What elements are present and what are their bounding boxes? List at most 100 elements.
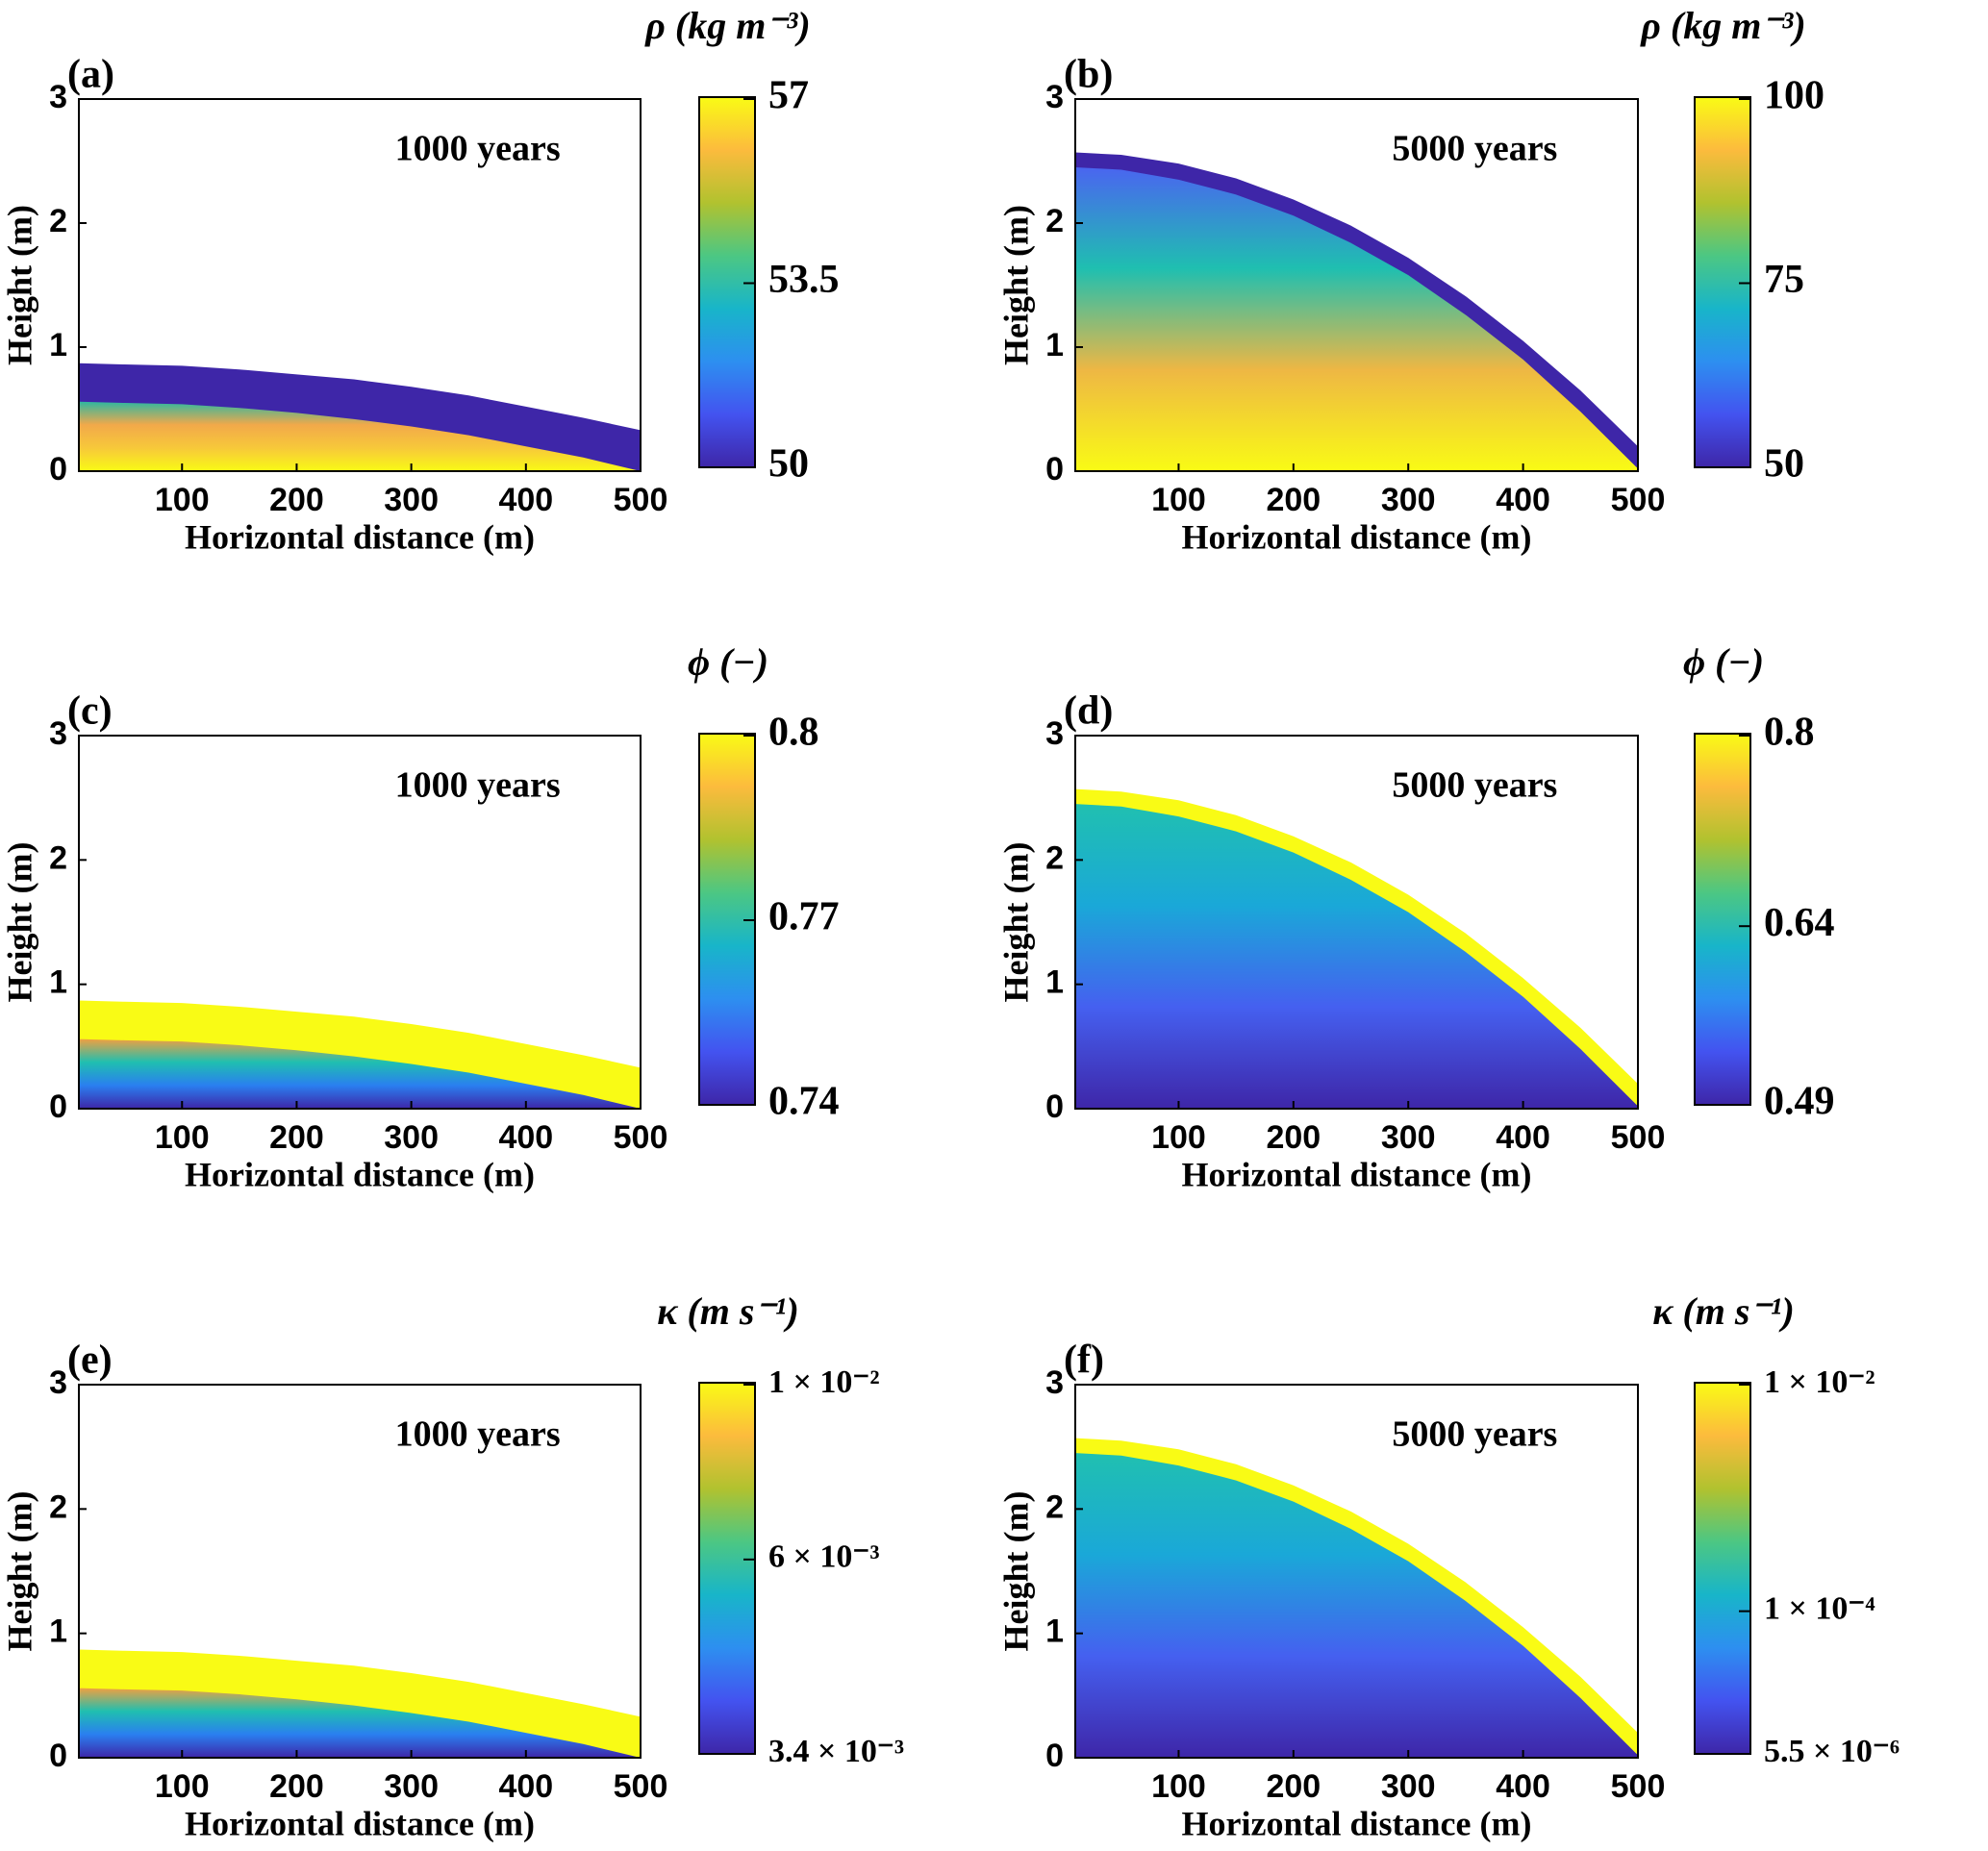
y-tick-label: 1 <box>49 964 67 1001</box>
y-tick-label: 2 <box>1045 1488 1064 1525</box>
colorbar-title: κ (m s⁻¹) <box>1652 1289 1795 1333</box>
x-tick-label: 500 <box>614 482 668 518</box>
x-tick-label: 400 <box>1496 482 1550 518</box>
y-axis-label: Height (m) <box>0 205 38 365</box>
y-tick-label: 1 <box>1045 327 1064 363</box>
colorbar-tick-label: 1 × 10⁻² <box>1764 1364 1875 1400</box>
y-tick-label: 1 <box>49 1613 67 1650</box>
plot-frame <box>78 735 642 1110</box>
panel-label: (b) <box>1064 53 1113 97</box>
y-tick-label: 3 <box>49 1364 67 1401</box>
x-tick-label: 200 <box>269 1768 324 1805</box>
y-tick-label: 2 <box>49 203 67 239</box>
y-axis-label: Height (m) <box>996 842 1035 1003</box>
panel-label: (f) <box>1064 1338 1104 1383</box>
colorbar-tick-label: 0.77 <box>768 895 840 939</box>
layer-area <box>79 1688 641 1758</box>
colorbar-tick-label: 53.5 <box>768 258 840 302</box>
y-tick-label: 0 <box>49 1738 67 1774</box>
x-tick-label: 400 <box>498 1768 553 1805</box>
x-tick-label: 300 <box>1381 1768 1436 1805</box>
y-tick-label: 2 <box>1045 203 1064 239</box>
x-tick-label: 100 <box>1151 482 1206 518</box>
y-tick-label: 0 <box>1045 451 1064 488</box>
colorbar-tick-label: 0.8 <box>768 711 819 755</box>
colorbar-tick-label: 75 <box>1764 258 1804 302</box>
y-tick-label: 1 <box>49 327 67 363</box>
x-tick-label: 200 <box>269 1119 324 1156</box>
y-axis-label: Height (m) <box>996 205 1035 365</box>
x-tick-label: 300 <box>384 1119 439 1156</box>
x-axis-label: Horizontal distance (m) <box>1182 517 1532 556</box>
plot-frame <box>78 1384 642 1759</box>
colorbar <box>1694 733 1751 1106</box>
x-tick-label: 200 <box>1266 482 1321 518</box>
panel-label: (c) <box>67 689 113 734</box>
y-tick-label: 3 <box>1045 79 1064 115</box>
y-tick-label: 0 <box>1045 1738 1064 1774</box>
x-tick-label: 100 <box>155 1119 210 1156</box>
colorbar-tick-label: 0.74 <box>768 1080 840 1124</box>
y-tick-label: 3 <box>1045 715 1064 752</box>
layer-area <box>79 1038 641 1109</box>
colorbar-title: ϕ (−) <box>688 640 768 684</box>
x-axis-label: Horizontal distance (m) <box>1182 1804 1532 1842</box>
x-tick-label: 500 <box>614 1768 668 1805</box>
y-tick-label: 1 <box>1045 964 1064 1001</box>
x-axis-label: Horizontal distance (m) <box>185 517 535 556</box>
colorbar-title: ρ (kg m⁻³) <box>1640 4 1805 47</box>
y-tick-label: 2 <box>1045 839 1064 876</box>
colorbar-tick-label: 0.64 <box>1764 901 1835 945</box>
colorbar-tick-label: 1 × 10⁻² <box>768 1364 880 1400</box>
y-tick-label: 1 <box>1045 1613 1064 1650</box>
panel-label: (e) <box>67 1338 113 1383</box>
layer-area <box>1075 166 1638 471</box>
y-tick-label: 0 <box>49 1088 67 1125</box>
y-tick-label: 3 <box>1045 1364 1064 1401</box>
y-tick-label: 3 <box>49 79 67 115</box>
colorbar-tick-label: 50 <box>768 442 809 487</box>
annotation: 1000 years <box>395 129 561 169</box>
x-tick-label: 500 <box>1611 1768 1666 1805</box>
x-tick-label: 500 <box>1611 1119 1666 1156</box>
x-tick-label: 400 <box>1496 1119 1550 1156</box>
layer-area <box>79 401 641 471</box>
colorbar-tick-label: 5.5 × 10⁻⁶ <box>1764 1734 1900 1769</box>
colorbar-title: ρ (kg m⁻³) <box>644 4 810 47</box>
x-tick-label: 300 <box>1381 482 1436 518</box>
annotation: 5000 years <box>1392 129 1557 169</box>
annotation: 1000 years <box>395 1414 561 1455</box>
x-tick-label: 100 <box>155 482 210 518</box>
plot-frame <box>1074 98 1639 472</box>
plot-frame <box>1074 735 1639 1110</box>
y-axis-label: Height (m) <box>0 1491 38 1652</box>
x-tick-label: 100 <box>1151 1119 1206 1156</box>
colorbar-title: ϕ (−) <box>1683 640 1764 684</box>
colorbar-tick-label: 0.8 <box>1764 711 1815 755</box>
colorbar-tick-label: 57 <box>768 74 809 118</box>
colorbar-tick-label: 1 × 10⁻⁴ <box>1764 1590 1875 1626</box>
colorbar-title: κ (m s⁻¹) <box>657 1289 799 1333</box>
layer-area <box>1075 1453 1638 1758</box>
y-tick-label: 2 <box>49 1488 67 1525</box>
y-tick-label: 3 <box>49 715 67 752</box>
colorbar-tick-label: 6 × 10⁻³ <box>768 1539 880 1575</box>
x-tick-label: 500 <box>1611 482 1666 518</box>
x-tick-label: 300 <box>1381 1119 1436 1156</box>
y-tick-label: 0 <box>49 451 67 488</box>
x-axis-label: Horizontal distance (m) <box>1182 1155 1532 1193</box>
x-tick-label: 200 <box>1266 1768 1321 1805</box>
x-axis-label: Horizontal distance (m) <box>185 1155 535 1193</box>
plot-frame <box>78 98 642 472</box>
panel-label: (a) <box>67 53 114 97</box>
x-tick-label: 400 <box>1496 1768 1550 1805</box>
x-axis-label: Horizontal distance (m) <box>185 1804 535 1842</box>
x-tick-label: 300 <box>384 1768 439 1805</box>
y-axis-label: Height (m) <box>996 1491 1035 1652</box>
y-tick-label: 0 <box>1045 1088 1064 1125</box>
annotation: 1000 years <box>395 765 561 806</box>
x-tick-label: 400 <box>498 1119 553 1156</box>
x-tick-label: 200 <box>1266 1119 1321 1156</box>
